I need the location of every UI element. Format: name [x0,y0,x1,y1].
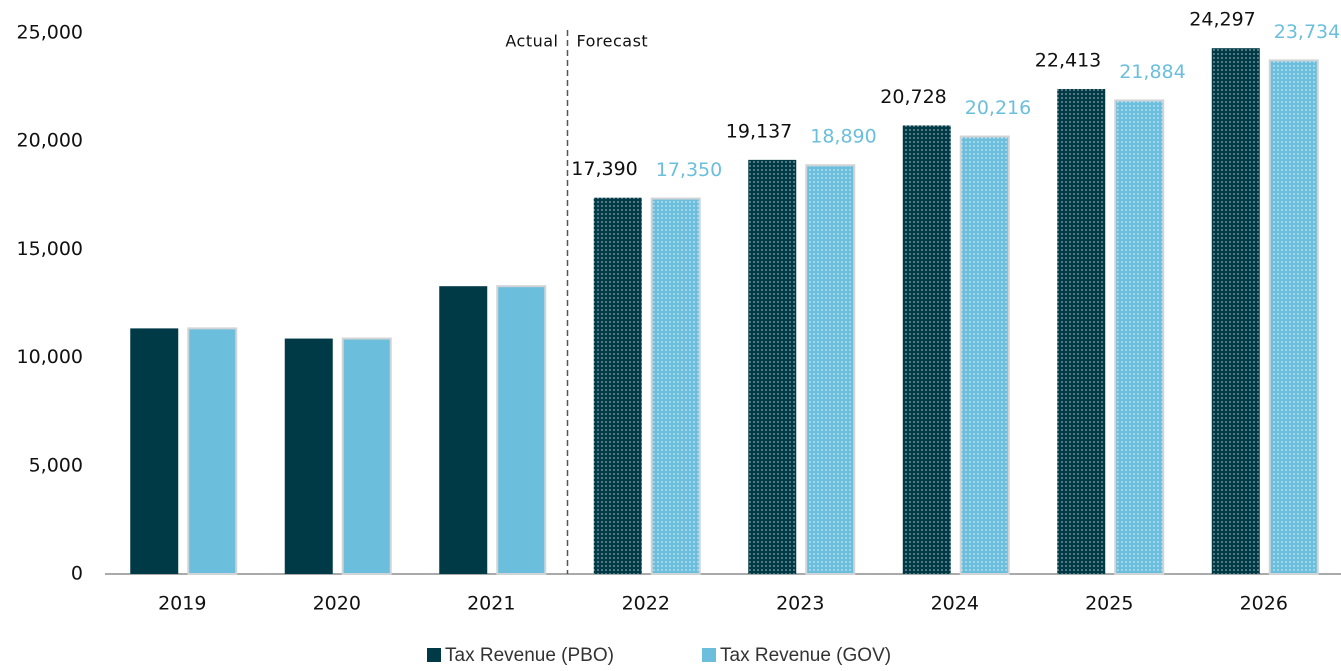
value-label: 23,734 [1274,21,1340,43]
x-tick-label: 2026 [1240,593,1288,615]
value-label: 20,728 [880,86,946,108]
value-label: 17,350 [656,159,722,181]
bar [439,286,488,574]
bar [1114,99,1165,575]
bar [650,197,701,576]
bar [902,125,951,575]
bar [959,135,1010,575]
legend-swatch [702,648,716,662]
bar [496,285,547,575]
bar [284,338,333,574]
y-tick-label: 0 [71,563,83,585]
y-tick-label: 25,000 [17,22,83,44]
value-label: 22,413 [1035,49,1101,71]
value-label: 20,216 [965,97,1031,119]
bar [748,159,797,575]
bar [341,337,392,575]
x-tick-label: 2019 [158,593,206,615]
x-tick-label: 2024 [931,593,979,615]
x-tick-label: 2023 [776,593,824,615]
x-tick-label: 2022 [622,593,670,615]
x-tick-label: 2020 [313,593,361,615]
bar [130,328,179,574]
y-tick-label: 5,000 [29,454,83,476]
bar [187,327,238,575]
value-label: 24,297 [1189,9,1255,31]
bar [593,197,642,574]
x-tick-label: 2025 [1085,593,1133,615]
value-label: 17,390 [571,158,637,180]
x-tick-label: 2021 [467,593,515,615]
y-tick-label: 10,000 [17,346,83,368]
value-label: 18,890 [810,126,876,148]
bar [1268,59,1319,575]
y-tick-label: 15,000 [17,238,83,260]
value-label: 19,137 [726,120,792,142]
legend-label: Tax Revenue (PBO) [445,645,614,666]
legend-label: Tax Revenue (GOV) [720,645,891,666]
bar [1211,48,1260,575]
annotation: Forecast [577,32,649,51]
value-label: 21,884 [1119,61,1185,83]
legend-swatch [427,648,441,662]
annotation: Actual [505,32,558,51]
y-tick-label: 20,000 [17,130,83,152]
bar [1057,88,1106,575]
bar [805,164,856,575]
